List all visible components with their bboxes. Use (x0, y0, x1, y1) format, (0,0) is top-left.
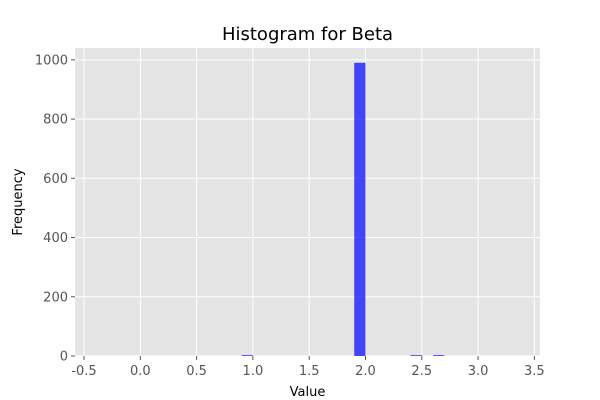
histogram-bars (241, 62, 445, 357)
y-tick-label: 0 (60, 350, 68, 365)
y-tick-label: 600 (43, 172, 68, 187)
x-tick-label: 0.5 (186, 364, 207, 379)
x-axis-label: Value (290, 385, 326, 400)
x-tick-label: 0.0 (130, 364, 151, 379)
x-tick-label: 2.0 (355, 364, 376, 379)
x-tick-label: 3.0 (468, 364, 489, 379)
x-tick-label: 1.0 (243, 364, 264, 379)
x-tick-label: 3.5 (524, 364, 545, 379)
histogram-bar (410, 355, 422, 356)
y-tick-label: 400 (43, 231, 68, 246)
y-tick-label: 1000 (35, 53, 68, 68)
histogram-bar (433, 355, 445, 356)
plot-area (75, 48, 540, 356)
x-tick-label: -0.5 (71, 364, 96, 379)
chart-title: Histogram for Beta (222, 24, 393, 45)
histogram-bar (241, 355, 253, 356)
y-tick-label: 800 (43, 113, 68, 128)
x-tick-label: 1.5 (299, 364, 320, 379)
y-axis-ticks: 0 200 400 600 800 1000 (35, 53, 75, 365)
y-axis-label: Frequency (11, 168, 26, 235)
x-tick-label: 2.5 (411, 364, 432, 379)
y-tick-label: 200 (43, 290, 68, 305)
x-axis-ticks: -0.5 0.0 0.5 1.0 1.5 2.0 2.5 3.0 3.5 (71, 356, 545, 379)
histogram-bar (354, 62, 366, 357)
